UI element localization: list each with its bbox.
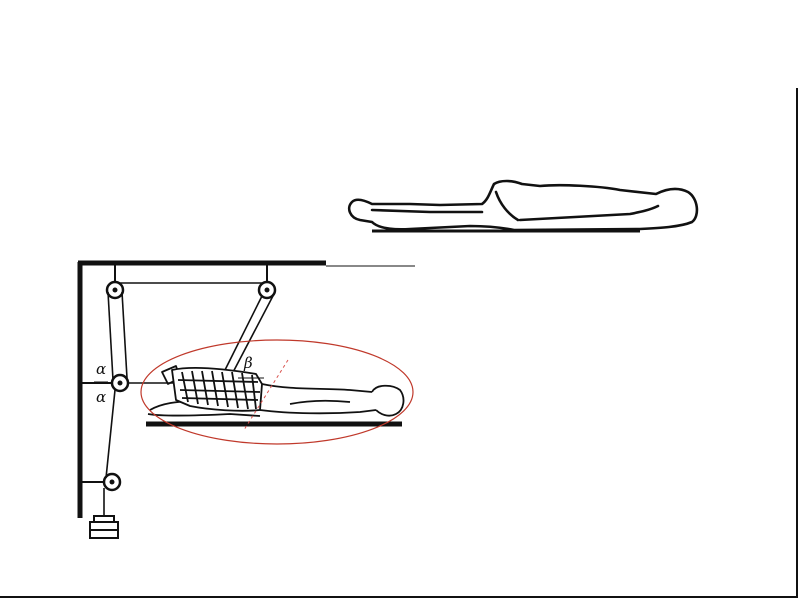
- rope-right-diagonal: [229, 293, 275, 379]
- rope-right-diagonal-2: [221, 295, 263, 377]
- patient-in-traction: [147, 365, 405, 417]
- pulley-icon: [105, 280, 125, 300]
- pulley-icon: [257, 280, 277, 300]
- angle-label-alpha-lower: α: [96, 388, 106, 406]
- angle-label-beta: β: [243, 354, 253, 372]
- rope-to-bottom-pulley: [105, 389, 116, 479]
- highlight-ellipse: [140, 339, 414, 445]
- traction-ropes: [103, 291, 275, 516]
- weight-icon: [89, 515, 119, 539]
- rope-left-down: [107, 291, 114, 381]
- traction-frame: [77, 260, 415, 518]
- pulley-icon: [110, 373, 130, 393]
- lying-body-outline: [347, 179, 699, 232]
- rope-left-down-2: [121, 291, 128, 379]
- angle-label-alpha-upper: α: [96, 360, 106, 378]
- dashed-guide-line: [243, 359, 289, 431]
- pulley-icon: [102, 472, 122, 492]
